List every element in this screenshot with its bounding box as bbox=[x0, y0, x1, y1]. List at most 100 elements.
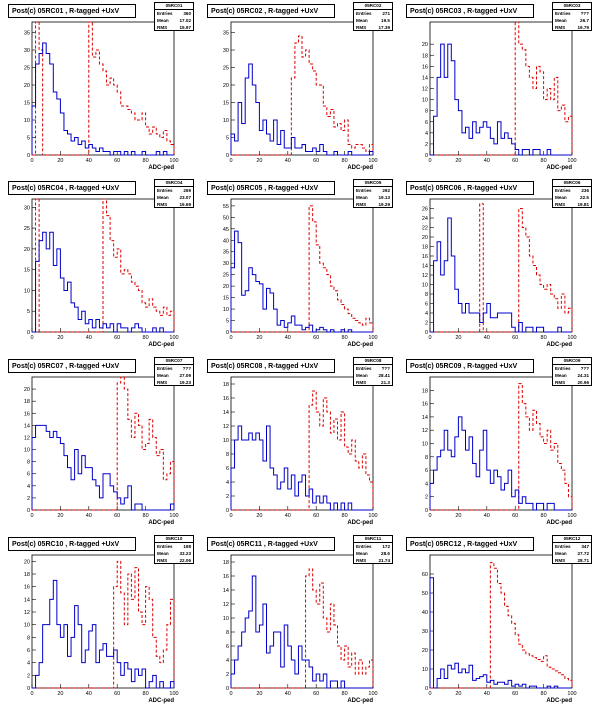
histogram-panel: 0 2 4 6 8 10 12 14 16 18 20 0 20 40 60 80 100 ADC-ped Post… bbox=[2, 355, 200, 533]
stats-row-mean: Mean 19.13 bbox=[354, 194, 392, 201]
y-tick-label: 12 bbox=[24, 610, 30, 616]
x-tick-label: 60 bbox=[114, 691, 120, 697]
y-tick-label: 6 bbox=[425, 302, 428, 308]
stats-label: Mean bbox=[555, 18, 567, 23]
x-tick-label: 40 bbox=[484, 513, 490, 519]
stats-row-mean: Mean 28.6 bbox=[354, 550, 392, 557]
y-tick-label: 16 bbox=[422, 64, 428, 70]
stats-row-mean: Mean 24.31 bbox=[553, 372, 591, 379]
x-tick-label: 80 bbox=[342, 335, 348, 341]
histogram-panel: 0 5 10 15 20 25 30 35 0 20 40 60 80 100 ADC-ped Post(c)… bbox=[2, 0, 200, 178]
x-tick-label: 40 bbox=[86, 691, 92, 697]
x-tick-label: 100 bbox=[567, 158, 576, 164]
x-tick-label: 100 bbox=[169, 158, 178, 164]
y-tick-label: 40 bbox=[223, 238, 229, 244]
y-tick-label: 12 bbox=[422, 87, 428, 93]
stats-row-rms: RMS 19.79 bbox=[553, 24, 591, 31]
stats-value: 21.3 bbox=[381, 380, 390, 385]
y-tick-label: 20 bbox=[223, 83, 229, 89]
x-tick-label: 20 bbox=[455, 691, 461, 697]
stats-label: Entries bbox=[356, 366, 372, 371]
x-tick-label: 0 bbox=[428, 513, 431, 519]
y-tick-label: 12 bbox=[422, 428, 428, 434]
stats-value: 347 bbox=[581, 544, 589, 549]
histogram-blue-solid bbox=[230, 230, 373, 333]
stats-box: 05RC03 Entries??? Mean 26.7 RMS 19.79 bbox=[552, 2, 592, 31]
stats-label: Mean bbox=[157, 18, 169, 23]
y-tick-label: 30 bbox=[422, 629, 428, 635]
y-tick-label: 55 bbox=[223, 204, 229, 210]
y-tick-label: 2 bbox=[425, 142, 428, 148]
x-tick-label: 40 bbox=[285, 513, 291, 519]
stats-label: RMS bbox=[555, 380, 566, 385]
stats-box: 05RC01 Entries 360 Mean 17.02 RMS 15.97 bbox=[154, 2, 194, 31]
y-tick-label: 2 bbox=[226, 494, 229, 500]
stats-label: Entries bbox=[555, 366, 571, 371]
histogram-title: Post(c) 05RC07 , R-tagged +UxV bbox=[8, 359, 136, 373]
histogram-blue-solid bbox=[230, 575, 373, 689]
stats-row-rms: RMS 15.97 bbox=[155, 24, 193, 31]
histogram-red-dashed bbox=[32, 560, 175, 689]
stats-row-rms: RMS 28.71 bbox=[553, 557, 591, 564]
stats-box: 05RC09 Entries??? Mean 24.31 RMS 20.96 bbox=[552, 357, 592, 386]
stats-label: RMS bbox=[157, 202, 168, 207]
y-tick-label: 16 bbox=[24, 411, 30, 417]
histogram-panel: 0 5 10 15 20 25 30 0 20 40 60 80 100 ADC-ped Post(c) 0… bbox=[2, 177, 200, 355]
stats-row-rms: RMS 19.23 bbox=[155, 379, 193, 386]
plot-frame bbox=[230, 198, 374, 333]
histogram-title: Post(c) 05RC10 , R-tagged +UxV bbox=[8, 537, 136, 551]
y-tick-label: 0 bbox=[27, 153, 30, 159]
x-tick-label: 0 bbox=[229, 513, 232, 519]
x-axis-label: ADC-ped bbox=[347, 698, 373, 704]
histogram-title: Post(c) 05RC02 , R-tagged +UxV bbox=[207, 4, 335, 18]
y-tick-label: 20 bbox=[422, 235, 428, 241]
stats-value: 19.81 bbox=[577, 202, 590, 207]
x-axis-label: ADC-ped bbox=[546, 698, 572, 704]
x-tick-label: 60 bbox=[512, 513, 518, 519]
x-tick-label: 80 bbox=[143, 158, 149, 164]
stats-name: 05RC05 bbox=[354, 180, 392, 187]
stats-row-entries: Entries??? bbox=[155, 365, 193, 372]
y-tick-label: 30 bbox=[24, 48, 30, 54]
x-tick-label: 0 bbox=[229, 158, 232, 164]
histogram-panel: 0 2 4 6 8 10 12 14 16 18 20 22 24 26 0 20 40 60 80 100 ADC-p… bbox=[400, 177, 596, 355]
x-tick-label: 0 bbox=[30, 158, 33, 164]
histogram-red-dashed bbox=[430, 562, 573, 689]
y-tick-label: 4 bbox=[226, 658, 229, 664]
y-tick-label: 18 bbox=[24, 572, 30, 578]
y-tick-label: 25 bbox=[223, 66, 229, 72]
x-tick-label: 0 bbox=[428, 158, 431, 164]
y-tick-label: 0 bbox=[27, 686, 30, 692]
y-tick-label: 20 bbox=[223, 284, 229, 290]
y-tick-label: 2 bbox=[425, 495, 428, 501]
stats-box: 05RC05 Entries 292 Mean 19.13 RMS 19.29 bbox=[353, 179, 393, 208]
stats-label: Entries bbox=[555, 544, 571, 549]
histogram-panel: 0 2 4 6 8 10 12 14 16 18 20 0 20 40 60 80 100 ADC-ped Post… bbox=[2, 533, 200, 711]
stats-value: 28.6 bbox=[381, 551, 390, 556]
stats-value: 17.02 bbox=[179, 18, 192, 23]
x-tick-label: 0 bbox=[428, 335, 431, 341]
histogram-title: Post(c) 05RC03 , R-tagged +UxV bbox=[406, 4, 534, 18]
x-tick-label: 20 bbox=[57, 691, 63, 697]
histogram-blue-solid bbox=[429, 416, 572, 511]
stats-row-entries: Entries??? bbox=[553, 10, 591, 17]
stats-value: 19.69 bbox=[179, 202, 192, 207]
y-tick-label: 4 bbox=[425, 481, 428, 487]
x-tick-label: 100 bbox=[567, 513, 576, 519]
stats-value: 21.74 bbox=[378, 558, 391, 563]
y-tick-label: 4 bbox=[27, 661, 30, 667]
x-tick-label: 80 bbox=[342, 158, 348, 164]
y-tick-label: 20 bbox=[24, 387, 30, 393]
x-tick-label: 20 bbox=[57, 335, 63, 341]
stats-label: Entries bbox=[157, 11, 173, 16]
histogram-title: Post(c) 05RC08 , R-tagged +UxV bbox=[207, 359, 335, 373]
stats-value: 15.97 bbox=[179, 25, 192, 30]
histogram-panel: 0 2 4 6 8 10 12 14 16 18 20 0 20 40 60 80 100 ADC-ped Post… bbox=[400, 0, 596, 178]
stats-label: RMS bbox=[356, 25, 367, 30]
stats-value: 27.72 bbox=[577, 551, 590, 556]
histogram-blue-solid bbox=[32, 579, 175, 689]
